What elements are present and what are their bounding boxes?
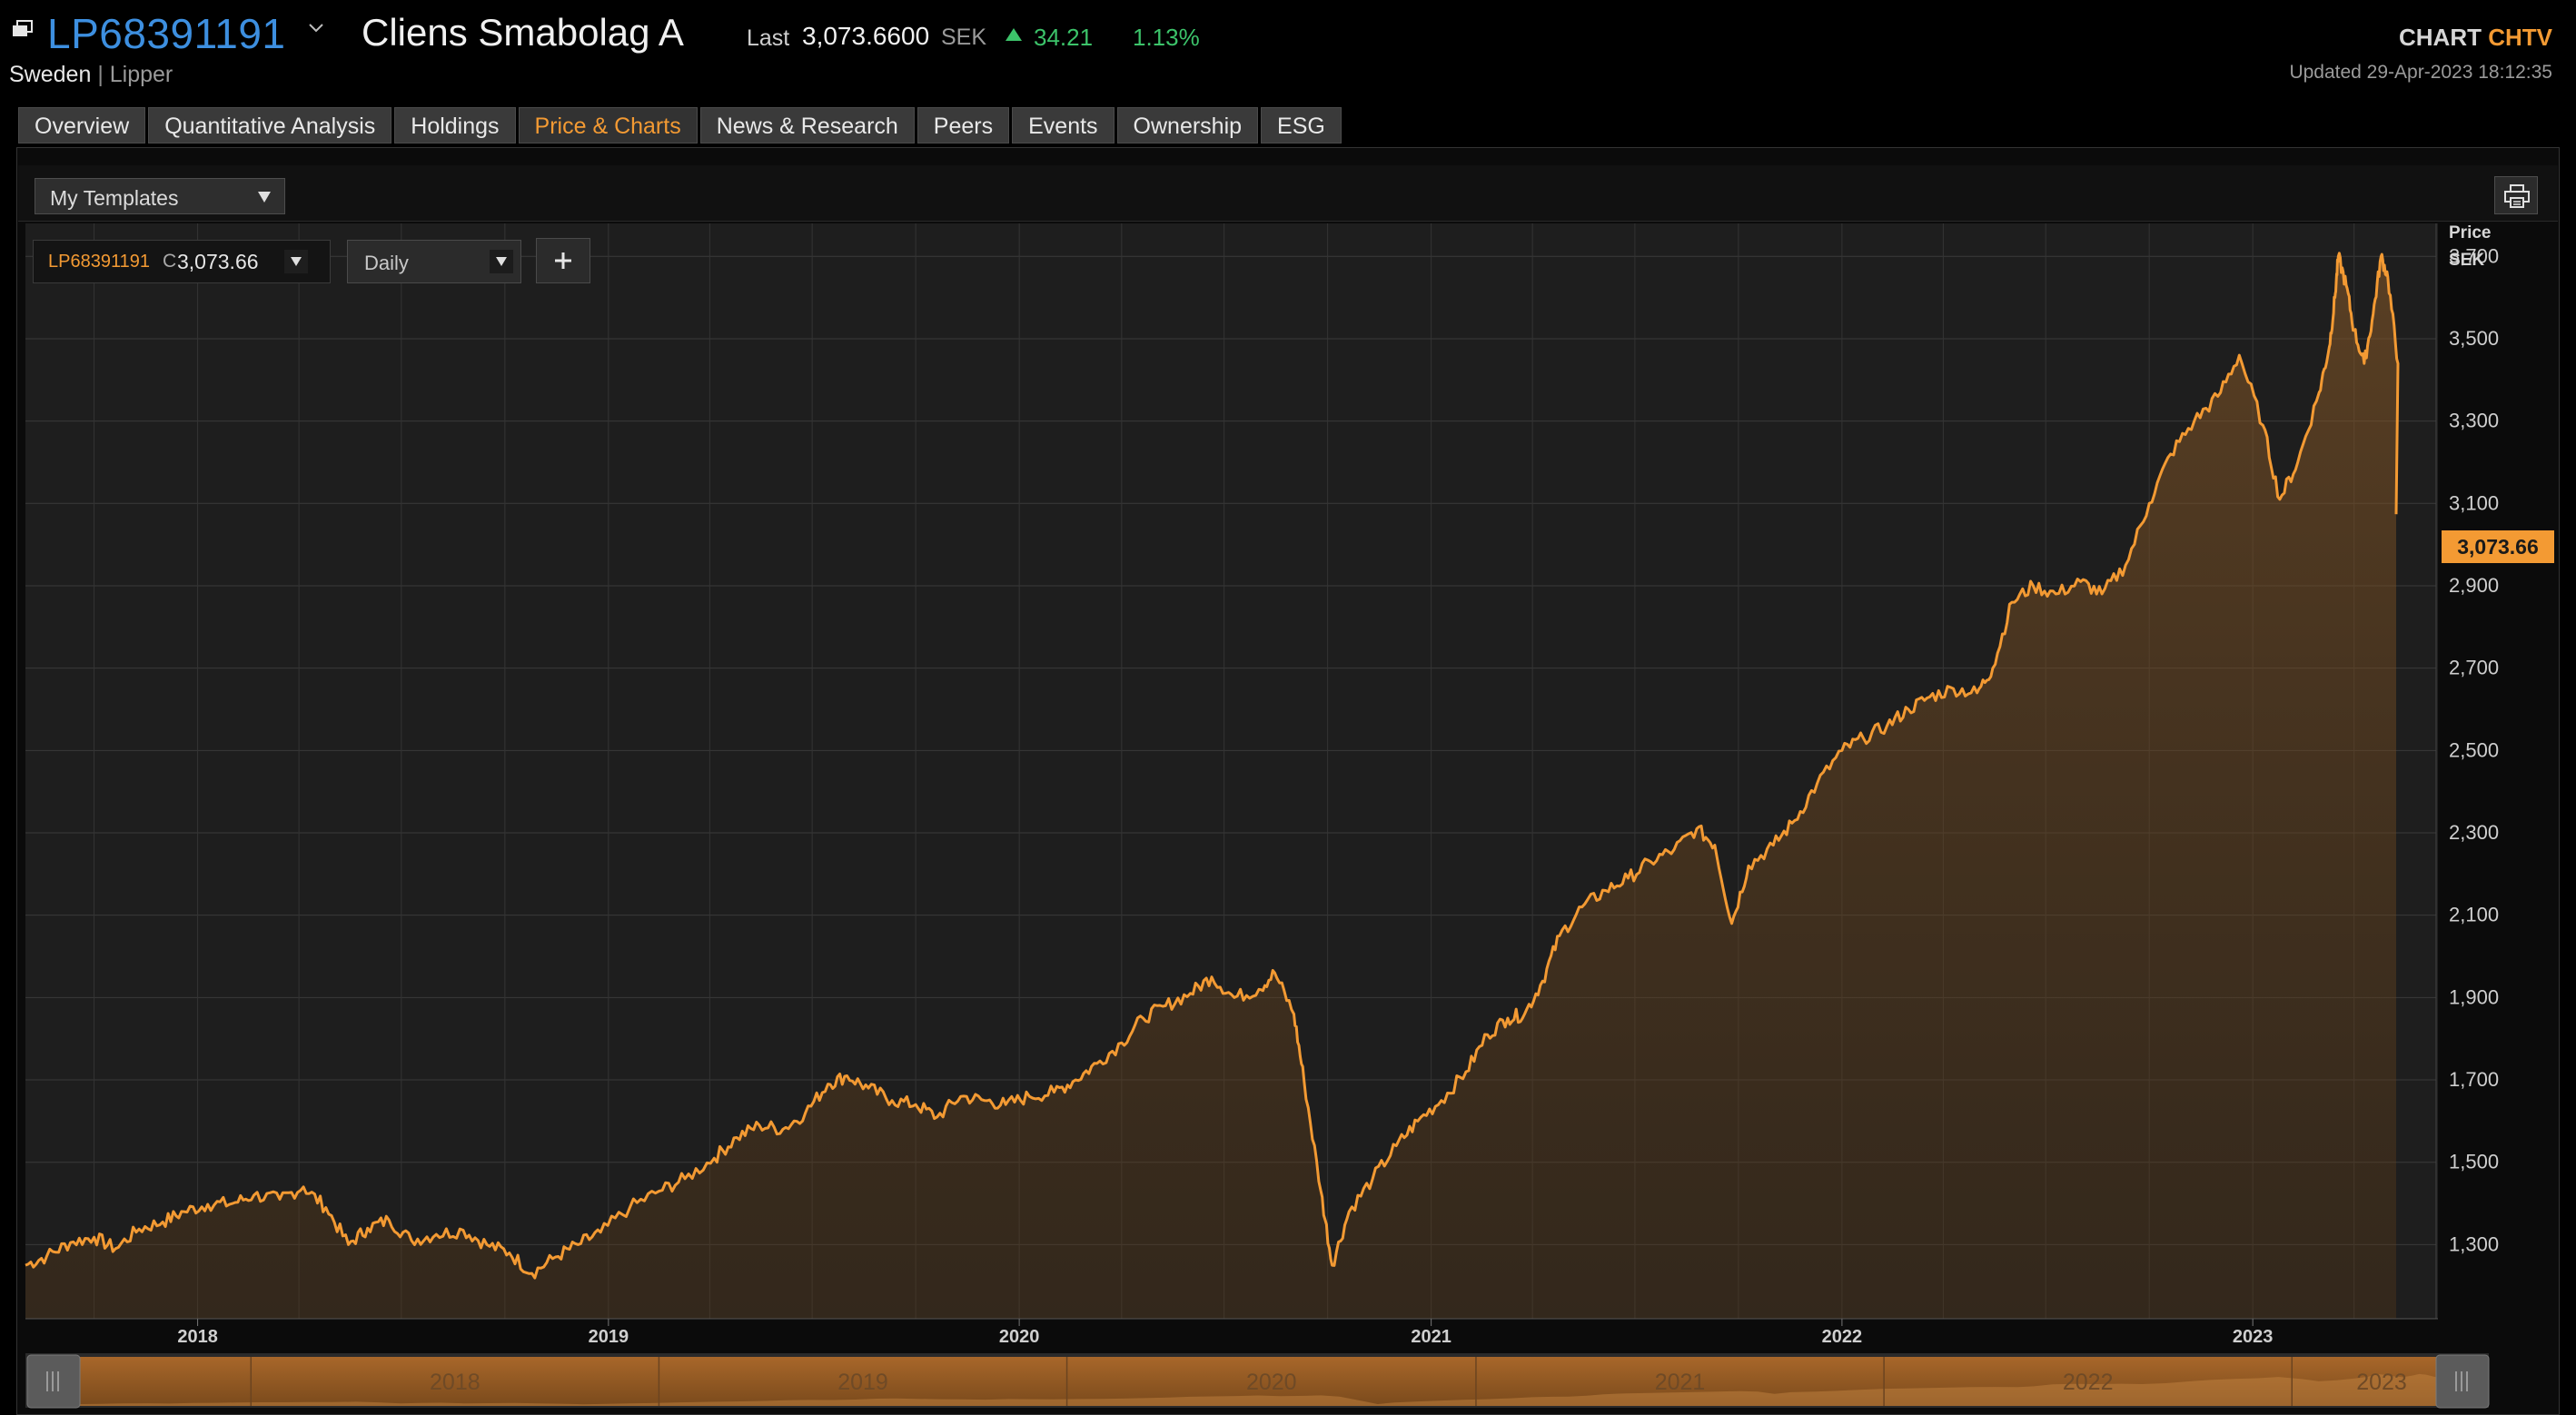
tab-price-charts[interactable]: Price & Charts bbox=[518, 107, 698, 143]
navigator-year-label: 2019 bbox=[837, 1370, 888, 1395]
series-dropdown[interactable] bbox=[284, 250, 308, 273]
x-tick-label: 2022 bbox=[1822, 1327, 1863, 1347]
y-axis-unit: SEK bbox=[2449, 251, 2485, 270]
y-tick-label: 2,100 bbox=[2449, 904, 2499, 926]
y-tick-label: 3,100 bbox=[2449, 491, 2499, 514]
instrument-subtitle: Sweden | Lipper bbox=[9, 62, 173, 88]
y-tick-label: 2,700 bbox=[2449, 657, 2499, 679]
up-triangle-icon bbox=[1006, 28, 1022, 41]
tab-quantitative-analysis[interactable]: Quantitative Analysis bbox=[148, 107, 392, 143]
last-label: Last bbox=[747, 25, 790, 51]
brand-chart: CHART bbox=[2398, 24, 2482, 51]
last-value-tag: 3,073.66 bbox=[2442, 530, 2554, 563]
y-axis-title: Price bbox=[2449, 223, 2492, 242]
navigator-year-label: 2023 bbox=[2356, 1370, 2407, 1395]
plus-icon bbox=[555, 252, 571, 269]
price-line[interactable] bbox=[25, 252, 2400, 1280]
navigator-year-label: 2022 bbox=[2063, 1370, 2114, 1395]
x-tick-label: 2023 bbox=[2233, 1327, 2274, 1347]
country-label: Sweden bbox=[9, 62, 92, 87]
tab-bar: Overview Quantitative Analysis Holdings … bbox=[18, 107, 1342, 143]
chevron-down-icon[interactable] bbox=[305, 20, 327, 36]
y-tick-label: 2,500 bbox=[2449, 738, 2499, 761]
price-change-percent: 1.13% bbox=[1133, 24, 1200, 51]
tab-news-research[interactable]: News & Research bbox=[699, 107, 915, 143]
series-ric: LP68391191 bbox=[48, 252, 150, 272]
y-tick-label: 3,700 bbox=[2449, 244, 2499, 267]
templates-label: My Templates bbox=[50, 186, 179, 210]
print-button[interactable] bbox=[2494, 176, 2538, 214]
y-tick-label: 1,300 bbox=[2449, 1232, 2499, 1255]
navigator-year-label: 2021 bbox=[1655, 1370, 1706, 1395]
add-series-button[interactable] bbox=[536, 238, 590, 283]
x-tick-label: 2021 bbox=[1411, 1327, 1451, 1347]
interval-dropdown[interactable]: Daily bbox=[347, 240, 521, 283]
x-tick-label: 2018 bbox=[177, 1327, 218, 1347]
caret-down-icon bbox=[258, 192, 271, 203]
tab-peers[interactable]: Peers bbox=[916, 107, 1010, 143]
tab-holdings[interactable]: Holdings bbox=[394, 107, 516, 143]
caret-down-icon bbox=[291, 257, 302, 266]
y-tick-label: 2,300 bbox=[2449, 821, 2499, 844]
grip-icon bbox=[2455, 1371, 2468, 1391]
navigator-year-label: 2018 bbox=[430, 1370, 481, 1395]
instrument-name: Cliens Smabolag A bbox=[362, 11, 684, 54]
brand-chtv: CHTV bbox=[2488, 24, 2552, 51]
interval-label: Daily bbox=[364, 252, 409, 274]
subtitle-separator: | bbox=[97, 62, 104, 87]
y-tick-label: 3,300 bbox=[2449, 410, 2499, 432]
tab-esg[interactable]: ESG bbox=[1261, 107, 1342, 143]
tab-ownership[interactable]: Ownership bbox=[1116, 107, 1259, 143]
x-tick-label: 2019 bbox=[589, 1327, 629, 1347]
y-tick-label: 3,500 bbox=[2449, 327, 2499, 350]
navigator-area bbox=[80, 1373, 2436, 1406]
printer-icon bbox=[2504, 184, 2530, 208]
y-tick-label: 2,900 bbox=[2449, 574, 2499, 597]
navigator-year-label: 2020 bbox=[1246, 1370, 1297, 1395]
series-field: C bbox=[163, 251, 177, 272]
grip-icon bbox=[46, 1371, 59, 1391]
templates-dropdown[interactable]: My Templates bbox=[35, 178, 285, 214]
series-value: 3,073.66 bbox=[177, 250, 259, 273]
price-area-fill bbox=[25, 252, 2398, 1319]
interval-caret bbox=[490, 250, 513, 273]
chart-toolbar bbox=[18, 165, 2558, 222]
y-tick-label: 1,500 bbox=[2449, 1151, 2499, 1173]
last-price: 3,073.6600 bbox=[802, 22, 930, 50]
caret-down-icon bbox=[496, 257, 507, 266]
price-change: 34.21 bbox=[1034, 24, 1094, 51]
x-tick-label: 2020 bbox=[999, 1327, 1040, 1347]
y-tick-label: 1,900 bbox=[2449, 985, 2499, 1008]
window-icon[interactable] bbox=[11, 20, 35, 38]
tab-overview[interactable]: Overview bbox=[18, 107, 146, 143]
series-legend-chip[interactable]: LP68391191 C 3,073.66 bbox=[33, 240, 331, 283]
instrument-ric[interactable]: LP68391191 bbox=[47, 10, 286, 57]
y-tick-label: 1,700 bbox=[2449, 1068, 2499, 1091]
tab-events[interactable]: Events bbox=[1012, 107, 1115, 143]
source-label: Lipper bbox=[109, 62, 173, 87]
updated-timestamp: Updated 29-Apr-2023 18:12:35 bbox=[2289, 62, 2552, 83]
currency-label: SEK bbox=[941, 25, 987, 50]
navigator-window[interactable] bbox=[80, 1357, 2436, 1406]
app-brand: CHART CHTV bbox=[2399, 24, 2552, 52]
